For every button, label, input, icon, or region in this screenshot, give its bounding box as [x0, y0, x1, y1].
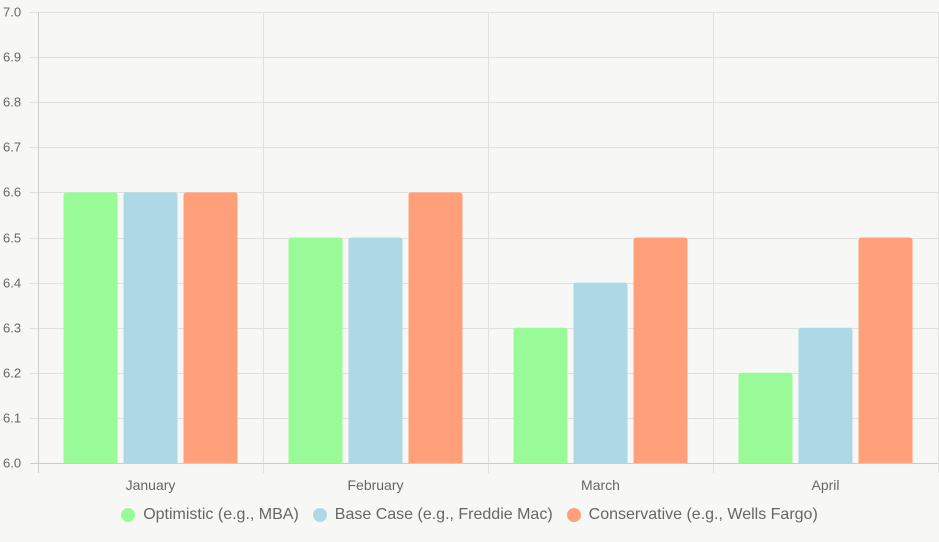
y-tick-label: 6.8: [3, 95, 21, 110]
y-tick-label: 6.4: [3, 276, 21, 291]
legend-swatch-icon: [312, 508, 327, 522]
y-tick-label: 6.5: [3, 231, 21, 246]
legend-item-optimistic[interactable]: Optimistic (e.g., MBA): [121, 506, 299, 524]
x-tick-label: February: [347, 477, 403, 493]
y-tick-label: 6.3: [3, 321, 21, 336]
x-tick-label: January: [126, 477, 176, 493]
x-tick-label: March: [581, 477, 620, 493]
bar[interactable]: [858, 237, 913, 464]
legend-label: Conservative (e.g., Wells Fargo): [588, 506, 818, 523]
legend-swatch-icon: [121, 508, 136, 522]
x-tick-label: April: [811, 477, 839, 493]
bar[interactable]: [63, 192, 118, 463]
bar[interactable]: [408, 192, 463, 463]
legend-label: Base Case (e.g., Freddie Mac): [334, 506, 553, 523]
y-tick-label: 6.0: [3, 456, 21, 471]
bar[interactable]: [633, 237, 688, 464]
bar[interactable]: [288, 237, 343, 464]
y-tick-label: 6.9: [3, 50, 21, 65]
legend-swatch-icon: [566, 508, 581, 522]
y-tick-label: 6.6: [3, 185, 21, 200]
legend-label: Optimistic (e.g., MBA): [143, 506, 299, 523]
legend-item-conservative[interactable]: Conservative (e.g., Wells Fargo): [566, 506, 818, 524]
y-tick-label: 6.1: [3, 411, 21, 426]
y-tick-label: 7.0: [3, 5, 21, 20]
y-tick-label: 6.7: [3, 140, 21, 155]
bar[interactable]: [738, 372, 793, 463]
legend-item-base-case[interactable]: Base Case (e.g., Freddie Mac): [312, 506, 553, 524]
bar[interactable]: [123, 192, 178, 463]
bar[interactable]: [513, 327, 568, 463]
bar[interactable]: [348, 237, 403, 464]
bar[interactable]: [183, 192, 238, 463]
y-tick-label: 6.2: [3, 366, 21, 381]
bar[interactable]: [573, 282, 628, 463]
bar[interactable]: [798, 327, 853, 463]
chart-legend: Optimistic (e.g., MBA) Base Case (e.g., …: [0, 506, 939, 524]
